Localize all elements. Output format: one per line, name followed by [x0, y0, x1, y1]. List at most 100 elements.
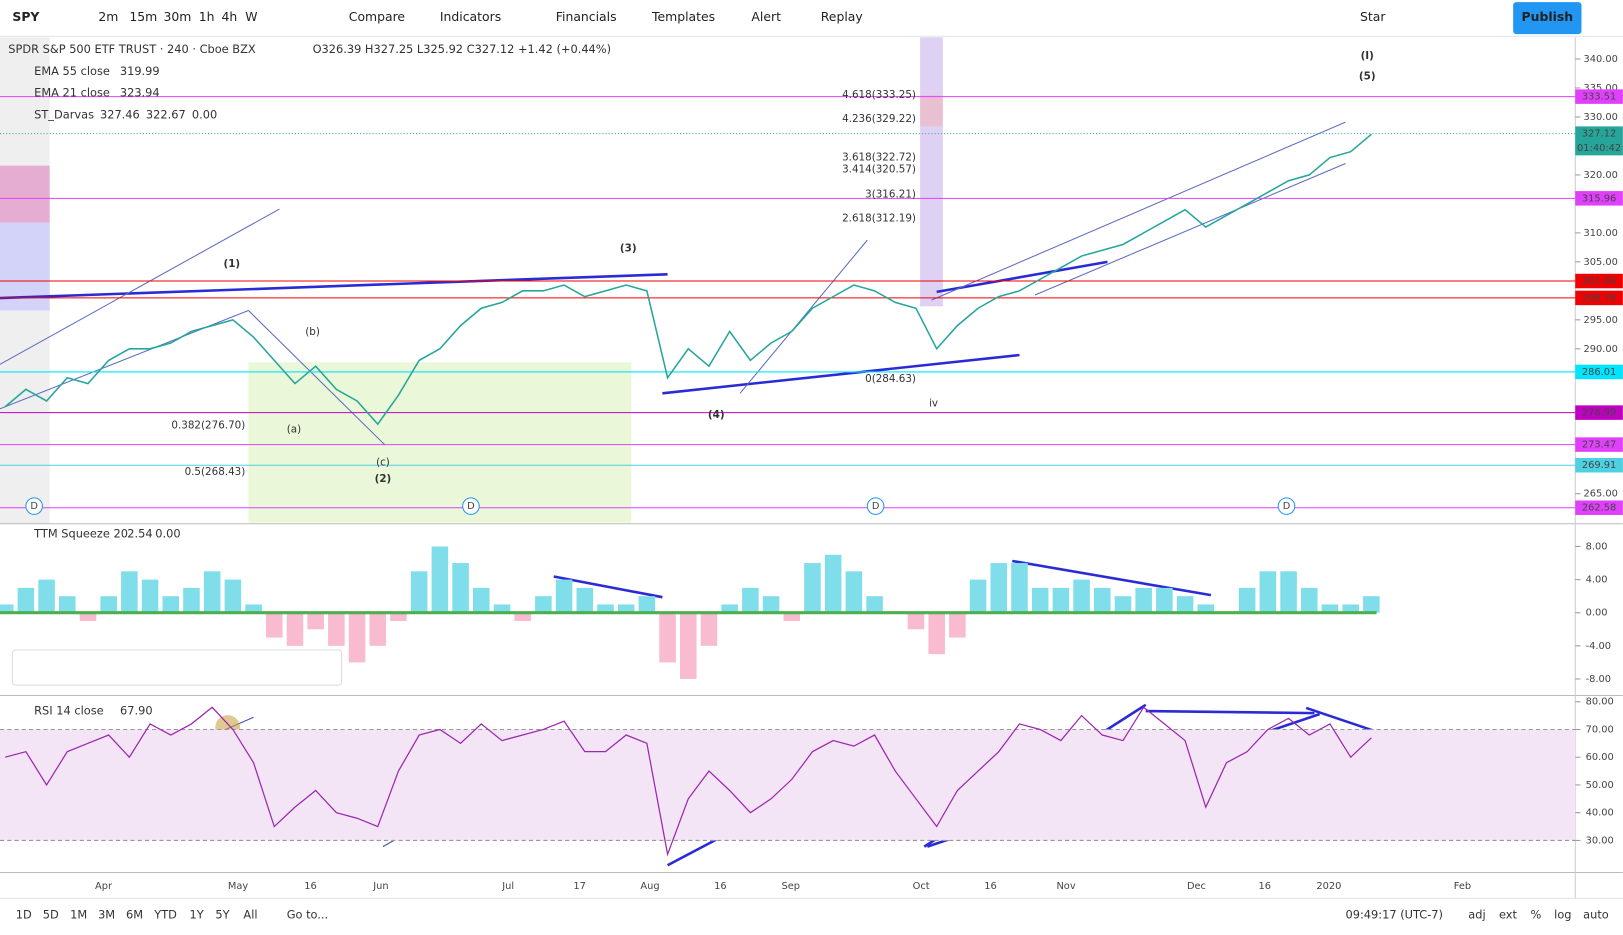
range-button[interactable]: All — [243, 907, 257, 921]
time-label: Jul — [501, 881, 514, 892]
price-tick-label: 335.00 — [1584, 83, 1618, 94]
interval[interactable]: 4h — [221, 9, 237, 24]
price-tag-label: 315.96 — [1582, 193, 1616, 204]
ttm-bar — [1156, 587, 1173, 613]
legend-title: SPDR S&P 500 ETF TRUST · 240 · Cboe BZX — [8, 42, 256, 56]
publish-label[interactable]: Publish — [1522, 9, 1574, 24]
ttm-bar — [783, 612, 801, 621]
indicator-value: 322.67 — [146, 107, 186, 121]
price-tag — [1575, 273, 1623, 289]
range-button[interactable]: 1Y — [190, 907, 204, 921]
ttm-bar — [845, 571, 863, 613]
ttm-bar — [286, 612, 304, 646]
price-tick-label: 295.00 — [1584, 315, 1618, 326]
rsi-band — [0, 729, 1576, 841]
toolbar-button[interactable]: Indicators — [440, 9, 501, 24]
ttm-bar — [493, 604, 511, 613]
interval[interactable]: W — [245, 9, 257, 24]
ttm-name: TTM Squeeze 20 — [33, 527, 128, 541]
time-label: May — [228, 881, 249, 892]
annotation: (c) — [376, 457, 390, 469]
ttm-bar — [1114, 596, 1132, 613]
ttm-bar — [1259, 571, 1277, 613]
range-button[interactable]: 5Y — [215, 907, 229, 921]
annotation: 0.5(268.43) — [185, 466, 246, 478]
ttm-bar — [928, 612, 945, 655]
annotation: 0(284.63) — [865, 373, 916, 385]
ttm-tick-label: -4.00 — [1586, 641, 1611, 652]
annotation: 3.414(320.57) — [842, 164, 916, 176]
axis-option[interactable]: ext — [1499, 907, 1518, 921]
time-label: 17 — [573, 881, 586, 892]
annotation: 3.618(322.72) — [842, 151, 916, 163]
range-button[interactable]: 5D — [43, 907, 59, 921]
last-price-tag — [1575, 126, 1623, 156]
ttm-bar — [804, 563, 821, 613]
ttm-bar — [597, 604, 614, 613]
annotation: iv — [929, 398, 938, 410]
ttm-bar — [390, 612, 407, 621]
dividend-marker[interactable] — [462, 497, 480, 515]
ttm-bar — [79, 612, 97, 621]
time-label: Jun — [372, 881, 388, 892]
ttm-bar — [431, 546, 449, 613]
ttm-bar — [514, 612, 531, 621]
axis-option[interactable]: log — [1554, 907, 1571, 921]
axis-option[interactable]: auto — [1583, 907, 1609, 921]
range-button[interactable]: 1M — [70, 907, 87, 921]
ttm-bar — [121, 571, 138, 613]
axis-option[interactable]: % — [1531, 907, 1542, 921]
range-button[interactable]: 1D — [16, 907, 32, 921]
interval[interactable]: 1h — [199, 9, 215, 24]
publish-button[interactable] — [1513, 2, 1582, 35]
price-tag-label: 333.51 — [1582, 92, 1616, 103]
fib-box — [248, 362, 632, 523]
ttm-bar — [617, 604, 635, 613]
rsi-value: 67.90 — [120, 704, 153, 718]
toolbar-button[interactable]: Financials — [556, 9, 617, 24]
dividend-marker[interactable] — [25, 497, 43, 515]
time-label: 16 — [984, 881, 997, 892]
time-label: 16 — [304, 881, 317, 892]
ttm-bar — [245, 604, 262, 613]
annotation: 3(316.21) — [865, 189, 916, 201]
toolbar-button[interactable]: Replay — [821, 9, 863, 24]
axis-option[interactable]: adj — [1468, 907, 1485, 921]
star-button[interactable]: Star — [1360, 9, 1386, 24]
ttm-value: 2.54 — [127, 527, 152, 541]
ttm-value: 0.00 — [155, 527, 180, 541]
rsi-tick-label: 70.00 — [1586, 724, 1614, 735]
annotation: (1) — [224, 258, 241, 270]
range-button[interactable]: YTD — [153, 907, 177, 921]
ttm-bar — [0, 604, 14, 613]
ttm-bar — [1363, 596, 1380, 613]
ttm-bar — [700, 612, 718, 646]
dividend-marker[interactable] — [1277, 497, 1296, 515]
rsi-tick-label: 80.00 — [1586, 697, 1614, 708]
toolbar-button[interactable]: Compare — [349, 9, 405, 24]
clock: 09:49:17 (UTC-7) — [1346, 907, 1443, 921]
symbol[interactable]: SPY — [12, 9, 40, 24]
annotation: (4) — [708, 409, 725, 421]
dividend-marker[interactable] — [866, 497, 885, 515]
ttm-tick-label: 4.00 — [1586, 575, 1608, 586]
range-button[interactable]: 6M — [126, 907, 143, 921]
ttm-bar — [265, 612, 283, 638]
price-tag-label: 269.91 — [1582, 460, 1616, 471]
range-button[interactable]: 3M — [98, 907, 115, 921]
annotation: (2) — [375, 473, 392, 485]
rsi-tick-label: 40.00 — [1586, 808, 1614, 819]
ttm-bar — [990, 563, 1008, 613]
ttm-bar — [1197, 604, 1215, 613]
goto-button[interactable]: Go to... — [287, 907, 328, 921]
toolbar-button[interactable]: Alert — [751, 9, 781, 24]
drawing-toolbar[interactable] — [11, 649, 343, 686]
interval[interactable]: 30m — [164, 9, 192, 24]
interval[interactable]: 15m — [129, 9, 157, 24]
interval[interactable]: 2m — [98, 9, 118, 24]
toolbar-button[interactable]: Templates — [651, 9, 715, 24]
price-tag — [1575, 89, 1623, 104]
annotation: (I) — [1361, 50, 1374, 62]
annotation: (a) — [287, 424, 301, 436]
time-label: 2020 — [1316, 881, 1341, 892]
